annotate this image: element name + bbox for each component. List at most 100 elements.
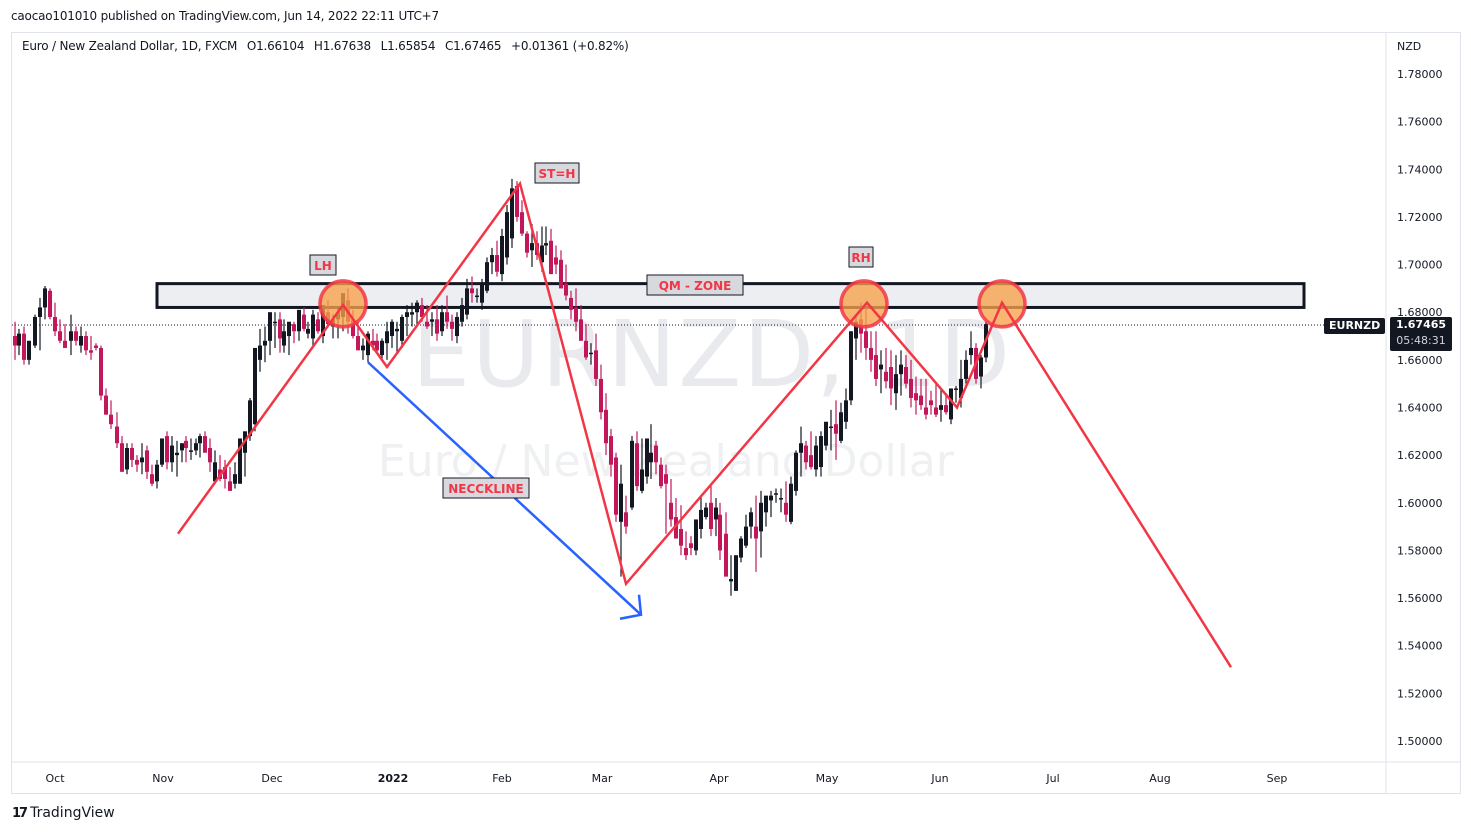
- candle-body: [500, 235, 504, 275]
- candle-body: [714, 507, 718, 520]
- candle-body: [13, 336, 17, 346]
- candle: [724, 512, 728, 577]
- candle-body: [53, 316, 57, 332]
- candle-body: [311, 314, 315, 339]
- time-tick: Mar: [592, 772, 613, 785]
- neckline-arrowhead-icon: [619, 594, 643, 620]
- candle: [579, 305, 583, 341]
- candle: [194, 438, 198, 456]
- candle: [140, 443, 144, 475]
- candle-body: [140, 457, 144, 463]
- candle: [109, 400, 113, 429]
- price-tick: 1.50000: [1397, 735, 1443, 748]
- candle-body: [794, 452, 798, 491]
- price-tick: 1.68000: [1397, 306, 1443, 319]
- candle: [559, 250, 563, 289]
- candle-body: [804, 445, 808, 463]
- candle-body: [849, 331, 853, 401]
- candle-body: [689, 543, 693, 549]
- time-axis[interactable]: Oct Nov Dec 2022 Feb Mar Apr May Jun Jul Aug Sep: [45, 772, 1287, 785]
- candle: [58, 319, 62, 344]
- candle-body: [228, 481, 232, 491]
- candle-body: [909, 378, 913, 398]
- footer: 17 TradingView: [12, 805, 115, 821]
- candle: [361, 338, 365, 360]
- candle-body: [233, 474, 237, 484]
- candle: [709, 486, 713, 537]
- candle: [619, 464, 623, 577]
- time-tick: Aug: [1149, 772, 1170, 785]
- candle: [395, 321, 399, 353]
- candle: [208, 438, 212, 472]
- candle-body: [63, 340, 67, 348]
- candle: [74, 326, 78, 346]
- candle: [415, 300, 419, 325]
- label-lh[interactable]: LH: [309, 254, 337, 276]
- candle-body: [869, 347, 873, 360]
- candle-body: [704, 507, 708, 518]
- candle-body: [814, 445, 818, 470]
- candle: [268, 312, 272, 356]
- candle: [410, 302, 414, 327]
- time-tick: Oct: [45, 772, 65, 785]
- candle: [834, 400, 838, 460]
- candle-body: [759, 502, 763, 532]
- candle: [145, 445, 149, 479]
- candle: [824, 421, 828, 451]
- candle-body: [549, 240, 553, 275]
- label-neckline-text: NECCKLINE: [448, 482, 524, 496]
- price-axis[interactable]: NZD 1.78000 1.76000 1.74000 1.72000 1.70000 1.…: [12, 33, 1460, 793]
- candle: [53, 302, 57, 337]
- candle-body: [445, 312, 449, 322]
- candle: [934, 383, 938, 418]
- candle-body: [525, 233, 529, 253]
- candle-body: [351, 319, 355, 337]
- candle-body: [904, 367, 908, 384]
- label-st-h-text: ST=H: [539, 167, 576, 181]
- highlight-circle-rh[interactable]: [839, 279, 889, 329]
- candle: [949, 388, 953, 425]
- brand-name[interactable]: TradingView: [30, 805, 115, 821]
- candle-body: [480, 283, 484, 303]
- candle: [385, 321, 389, 360]
- time-tick: Nov: [152, 772, 174, 785]
- candle-body: [774, 493, 778, 495]
- candle-body: [485, 262, 489, 291]
- candle: [929, 390, 933, 415]
- candle: [649, 424, 653, 479]
- candle-body: [208, 447, 212, 463]
- candle: [63, 324, 67, 348]
- candle-body: [684, 548, 688, 556]
- label-rh-box: [848, 246, 874, 268]
- candle-body: [43, 288, 47, 308]
- tradingview-logo-icon[interactable]: 17: [12, 805, 28, 821]
- candle-body: [258, 345, 262, 360]
- candle-body: [824, 421, 828, 446]
- candle-body: [614, 457, 618, 515]
- symbol-name[interactable]: Euro / New Zealand Dollar, 1D, FXCM: [22, 39, 238, 53]
- drawings[interactable]: [176, 180, 1233, 668]
- candle: [569, 290, 573, 320]
- candle: [614, 452, 618, 522]
- candle: [774, 488, 778, 503]
- candle: [869, 331, 873, 372]
- price-tick: 1.66000: [1397, 354, 1443, 367]
- candle: [809, 431, 813, 470]
- label-neckline[interactable]: NECCKLINE: [442, 477, 530, 499]
- candle: [425, 305, 429, 329]
- label-st-h[interactable]: ST=H: [534, 162, 580, 184]
- annotation-labels[interactable]: LH ST=H RH QM - ZONE NECCKLINE: [309, 162, 874, 499]
- published-info: caocao101010 published on TradingView.co…: [11, 9, 439, 23]
- candle-body: [718, 514, 722, 551]
- candle: [944, 395, 948, 415]
- candle-body: [669, 502, 673, 520]
- label-qm-zone[interactable]: QM - ZONE: [646, 274, 744, 296]
- candle-body: [894, 374, 898, 394]
- label-rh[interactable]: RH: [848, 246, 874, 268]
- candle: [794, 450, 798, 496]
- pattern-zigzag-line[interactable]: [176, 180, 1233, 668]
- candle-body: [27, 340, 31, 360]
- candle: [165, 431, 169, 470]
- candle-body: [799, 443, 803, 453]
